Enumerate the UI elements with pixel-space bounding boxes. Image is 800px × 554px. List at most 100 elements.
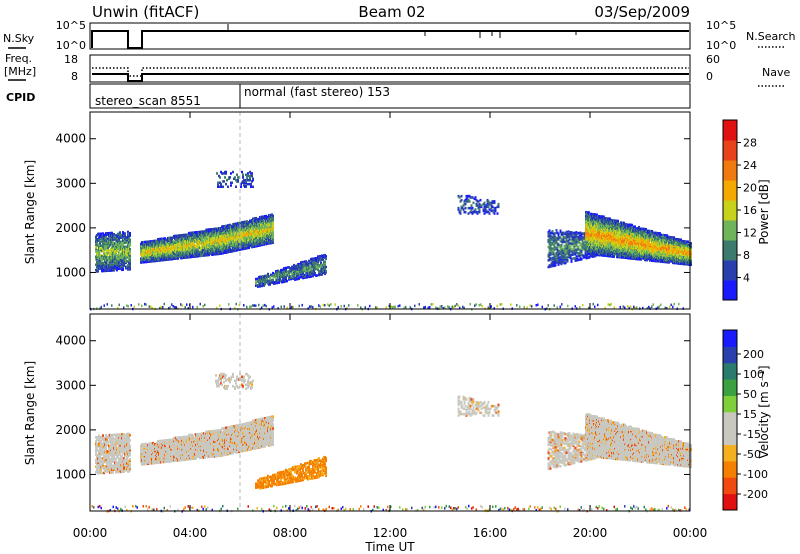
date-label: 03/Sep/2009 (594, 3, 690, 21)
echo-point (95, 268, 97, 272)
echo-point (272, 232, 274, 235)
echo-point (480, 204, 483, 207)
echo-point (557, 243, 560, 246)
echo-point (272, 229, 274, 232)
echo-point (263, 243, 265, 246)
echo-point (221, 234, 223, 238)
echo-point (555, 239, 558, 243)
echo-point (118, 244, 120, 248)
echo-point (479, 198, 482, 202)
echo-point (150, 240, 152, 243)
echo-point (590, 222, 592, 225)
echo-point (459, 200, 462, 203)
echo-point (556, 261, 559, 264)
echo-point (586, 241, 588, 245)
echo-point (483, 202, 486, 206)
echo-point (570, 239, 573, 242)
echo-point (567, 233, 570, 236)
echo-point (159, 259, 161, 262)
echo-point (265, 240, 267, 243)
nsky-trace (91, 30, 689, 49)
echo-point (129, 242, 131, 246)
echo-point (108, 258, 110, 262)
echo-point (575, 259, 578, 262)
echo-point (306, 276, 308, 279)
echo-point (606, 245, 608, 248)
echo-point (98, 237, 100, 241)
freq-label-line2: [MHz] (4, 65, 36, 78)
echo-point (251, 172, 253, 175)
echo-point (471, 206, 474, 210)
echo-point (207, 235, 209, 238)
echo-point (124, 248, 126, 251)
echo-point (259, 244, 261, 247)
echo-point (245, 181, 247, 184)
echo-point (222, 172, 224, 175)
echo-point (113, 235, 115, 239)
echo-point (171, 257, 173, 261)
echo-point (182, 244, 184, 248)
echo-point (114, 265, 116, 268)
echo-point (557, 232, 560, 236)
echo-point (272, 225, 274, 228)
echo-point (272, 217, 274, 220)
echo-point (567, 255, 570, 259)
echo-point (115, 242, 117, 245)
echo-point (100, 247, 102, 250)
echo-point (251, 174, 253, 178)
echo-point (272, 220, 274, 223)
echo-point (107, 256, 109, 259)
echo-point (255, 281, 257, 285)
echo-point (580, 258, 583, 261)
echo-point (129, 233, 131, 236)
echo-point (475, 202, 478, 206)
echo-point (113, 233, 115, 236)
echo-point (193, 252, 195, 256)
echo-point (127, 268, 129, 271)
echo-point (114, 255, 116, 259)
echo-point (107, 250, 109, 254)
echo-point (578, 251, 581, 255)
echo-point (104, 248, 106, 251)
echo-point (570, 241, 573, 245)
echo-point (122, 253, 124, 257)
echo-point (490, 206, 493, 210)
echo-point (99, 267, 101, 270)
echo-point (97, 256, 99, 260)
echo-point (121, 249, 123, 253)
echo-point (306, 269, 308, 272)
echo-point (123, 260, 125, 263)
echo-point (318, 273, 320, 277)
echo-point (99, 264, 101, 268)
echo-point (464, 200, 467, 203)
echo-point (550, 258, 553, 261)
echo-point (202, 230, 204, 233)
echo-point (272, 222, 274, 226)
echo-point (572, 237, 575, 240)
cpid-mode-1: stereo_scan 8551 (95, 94, 201, 108)
echo-point (242, 180, 244, 183)
echo-point (209, 246, 211, 250)
echo-point (473, 197, 476, 201)
echo-point (581, 239, 584, 242)
echo-point (126, 256, 128, 259)
echo-point (264, 282, 266, 286)
nave-label: Nave (762, 66, 790, 79)
echo-point (124, 234, 126, 238)
echo-point (240, 185, 242, 188)
echo-point (557, 263, 560, 266)
echo-point (259, 221, 261, 224)
echo-point (292, 277, 294, 280)
echo-point (551, 238, 554, 241)
echo-point (121, 241, 123, 245)
echo-point (321, 273, 323, 276)
freq-tick-bottom: 8 (71, 70, 78, 83)
echo-point (200, 252, 202, 255)
echo-point (496, 212, 499, 215)
echo-point (123, 264, 125, 267)
echo-point (123, 263, 125, 266)
echo-point (99, 241, 101, 245)
echo-point (586, 240, 588, 243)
echo-point (105, 233, 107, 236)
